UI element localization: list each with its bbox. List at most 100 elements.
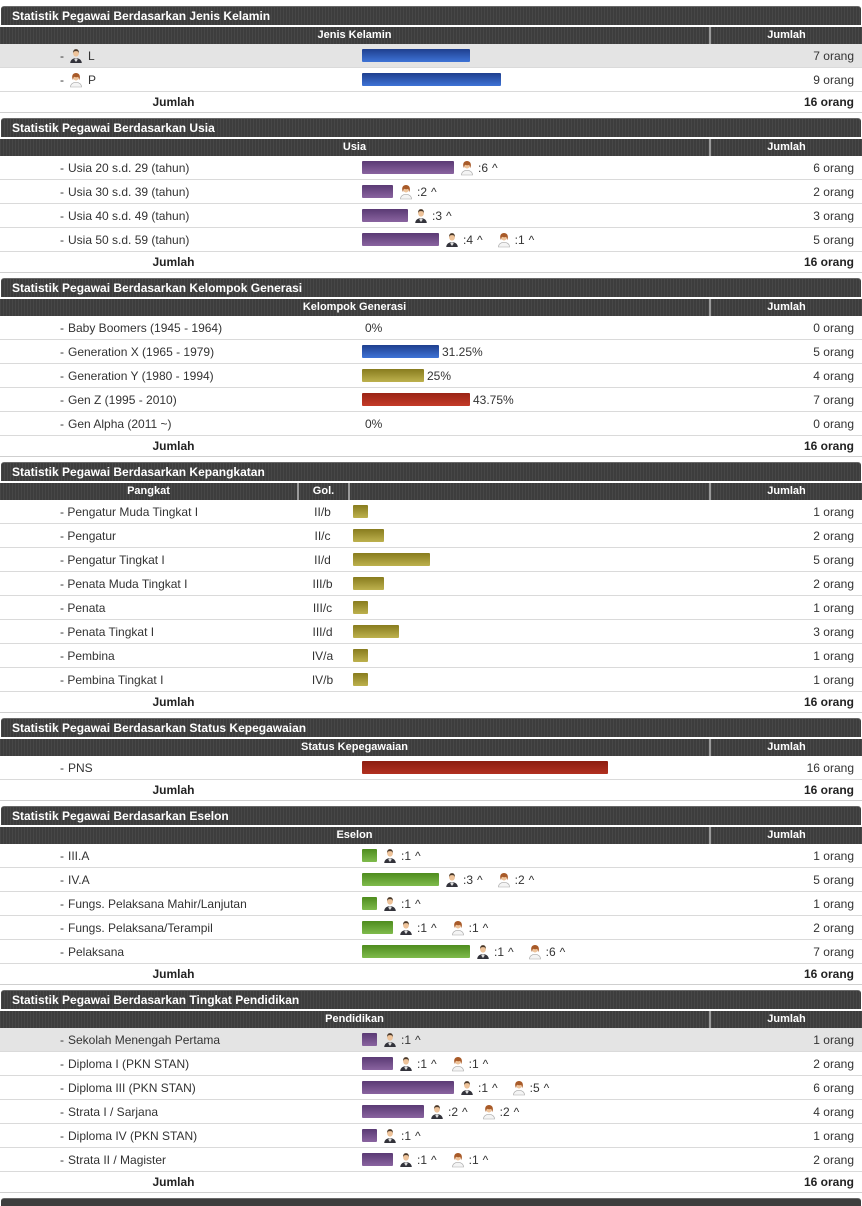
bar-purple bbox=[362, 209, 408, 222]
caret-link[interactable]: ^ bbox=[477, 872, 483, 887]
table-row: - Strata I / Sarjana:2 ^:2 ^ 4 orang bbox=[0, 1100, 862, 1124]
gender-count: :2 bbox=[417, 184, 428, 199]
table-row: - PNS 16 orang bbox=[0, 756, 862, 780]
caret-link[interactable]: ^ bbox=[492, 160, 498, 175]
caret-link[interactable]: ^ bbox=[513, 1104, 520, 1119]
table-row: - Penata Tingkat I III/d 3 orang bbox=[0, 620, 862, 644]
label-cell: - Usia 50 s.d. 59 (tahun) bbox=[0, 233, 362, 247]
table-row: - Diploma IV (PKN STAN):1 ^ 1 orang bbox=[0, 1124, 862, 1148]
bar-olive bbox=[353, 553, 430, 566]
section-title: Statistik Pegawai Berdasarkan Kepangkata… bbox=[1, 462, 861, 481]
gender-count: :1 bbox=[417, 1152, 428, 1167]
caret-link[interactable]: ^ bbox=[431, 1152, 437, 1167]
gender-count: :1 bbox=[401, 1128, 412, 1143]
row-label: Diploma III (PKN STAN) bbox=[68, 1080, 196, 1095]
jumlah-value: 1 orang bbox=[813, 672, 854, 687]
jumlah-value: 5 orang bbox=[813, 872, 854, 887]
row-label-dash: - bbox=[60, 920, 64, 935]
gender-count: :2 bbox=[448, 1104, 459, 1119]
column-header-row: Eselon Jumlah bbox=[0, 827, 862, 844]
row-label: Usia 40 s.d. 49 (tahun) bbox=[68, 208, 190, 223]
caret-link[interactable]: ^ bbox=[508, 944, 514, 959]
bar-cell: :1 ^:5 ^ bbox=[362, 1080, 709, 1096]
total-label: Jumlah bbox=[152, 255, 195, 269]
caret-link[interactable]: ^ bbox=[431, 184, 437, 199]
column-header-jumlah: Jumlah bbox=[709, 139, 862, 156]
caret-link[interactable]: ^ bbox=[431, 1056, 437, 1071]
column-header-category: Jenis Kelamin bbox=[317, 29, 392, 41]
column-header-jumlah: Jumlah bbox=[709, 299, 862, 316]
row-label-dash: - bbox=[60, 760, 64, 775]
female-icon bbox=[497, 872, 510, 887]
caret-link[interactable]: ^ bbox=[559, 944, 566, 959]
label-cell: - Baby Boomers (1945 - 1964) bbox=[0, 321, 362, 335]
total-row: Jumlah 16 orang bbox=[0, 1172, 862, 1193]
bar-cell: :4 ^:1 ^ bbox=[362, 232, 709, 248]
jumlah-value: 1 orang bbox=[813, 1032, 854, 1047]
table-row: - Gen Z (1995 - 2010) 43.75% 7 orang bbox=[0, 388, 862, 412]
bar-purple bbox=[362, 1033, 377, 1046]
caret-link[interactable]: ^ bbox=[482, 920, 489, 935]
gender-count: :1 bbox=[401, 1032, 412, 1047]
caret-link[interactable]: ^ bbox=[492, 1080, 498, 1095]
female-icon bbox=[497, 232, 510, 247]
bar-olive bbox=[353, 529, 384, 542]
gender-count: :1 bbox=[494, 944, 505, 959]
gender-count: :1 bbox=[417, 920, 428, 935]
label-cell: - Usia 40 s.d. 49 (tahun) bbox=[0, 209, 362, 223]
label-cell: -P bbox=[0, 72, 362, 88]
column-header-bar-spacer bbox=[348, 483, 709, 500]
section-title: Statistik Pegawai Berdasarkan Jenis Kela… bbox=[1, 6, 861, 25]
gender-count: :1 bbox=[417, 1056, 428, 1071]
row-label-dash: - bbox=[60, 576, 64, 591]
column-header-jumlah: Jumlah bbox=[709, 1011, 862, 1028]
male-icon bbox=[446, 872, 458, 887]
caret-link[interactable]: ^ bbox=[482, 1152, 489, 1167]
table-row: - Baby Boomers (1945 - 1964) 0% 0 orang bbox=[0, 316, 862, 340]
row-label-dash: - bbox=[60, 896, 64, 911]
jumlah-value: 5 orang bbox=[813, 344, 854, 359]
row-label-dash: - bbox=[60, 48, 64, 63]
row-label: Penata Muda Tingkat I bbox=[67, 576, 188, 591]
table-row: - Usia 20 s.d. 29 (tahun):6 ^ 6 orang bbox=[0, 156, 862, 180]
row-label: Fungs. Pelaksana Mahir/Lanjutan bbox=[68, 896, 247, 911]
caret-link[interactable]: ^ bbox=[462, 1104, 468, 1119]
total-label: Jumlah bbox=[152, 1175, 195, 1189]
total-label: Jumlah bbox=[152, 95, 195, 109]
caret-link[interactable]: ^ bbox=[477, 232, 483, 247]
label-cell: - Penata Muda Tingkat I bbox=[0, 577, 297, 591]
caret-link[interactable]: ^ bbox=[415, 848, 421, 863]
caret-link[interactable]: ^ bbox=[543, 1080, 550, 1095]
bar-olive bbox=[353, 577, 384, 590]
label-cell: - III.A bbox=[0, 849, 362, 863]
bar-purple bbox=[362, 161, 454, 174]
caret-link[interactable]: ^ bbox=[528, 232, 535, 247]
label-cell: - Pembina bbox=[0, 649, 297, 663]
gender-count: :2 bbox=[514, 872, 525, 887]
row-label: Pengatur Tingkat I bbox=[67, 552, 165, 567]
caret-link[interactable]: ^ bbox=[415, 896, 421, 911]
row-label: Generation Y (1980 - 1994) bbox=[68, 368, 214, 383]
caret-link[interactable]: ^ bbox=[528, 872, 535, 887]
table-row: - Fungs. Pelaksana Mahir/Lanjutan:1 ^ 1 ora… bbox=[0, 892, 862, 916]
row-label: Gen Z (1995 - 2010) bbox=[68, 392, 177, 407]
jumlah-value: 3 orang bbox=[813, 624, 854, 639]
caret-link[interactable]: ^ bbox=[415, 1032, 421, 1047]
caret-link[interactable]: ^ bbox=[415, 1128, 421, 1143]
bar-cell bbox=[362, 49, 709, 62]
section-title: Statistik Pegawai Berdasarkan Usia bbox=[1, 118, 861, 137]
bar-purple bbox=[362, 1057, 393, 1070]
gol-cell: III/c bbox=[312, 600, 333, 615]
caret-link[interactable]: ^ bbox=[446, 208, 452, 223]
total-row: Jumlah 16 orang bbox=[0, 964, 862, 985]
caret-link[interactable]: ^ bbox=[431, 920, 437, 935]
jumlah-value: 2 orang bbox=[813, 1152, 854, 1167]
jumlah-value: 6 orang bbox=[813, 160, 854, 175]
caret-link[interactable]: ^ bbox=[482, 1056, 489, 1071]
row-label: PNS bbox=[68, 760, 93, 775]
row-label: Pembina Tingkat I bbox=[67, 672, 164, 687]
bar-cell bbox=[348, 529, 709, 542]
gender-count: :6 bbox=[478, 160, 489, 175]
table-row: - Gen Alpha (2011 ~) 0% 0 orang bbox=[0, 412, 862, 436]
